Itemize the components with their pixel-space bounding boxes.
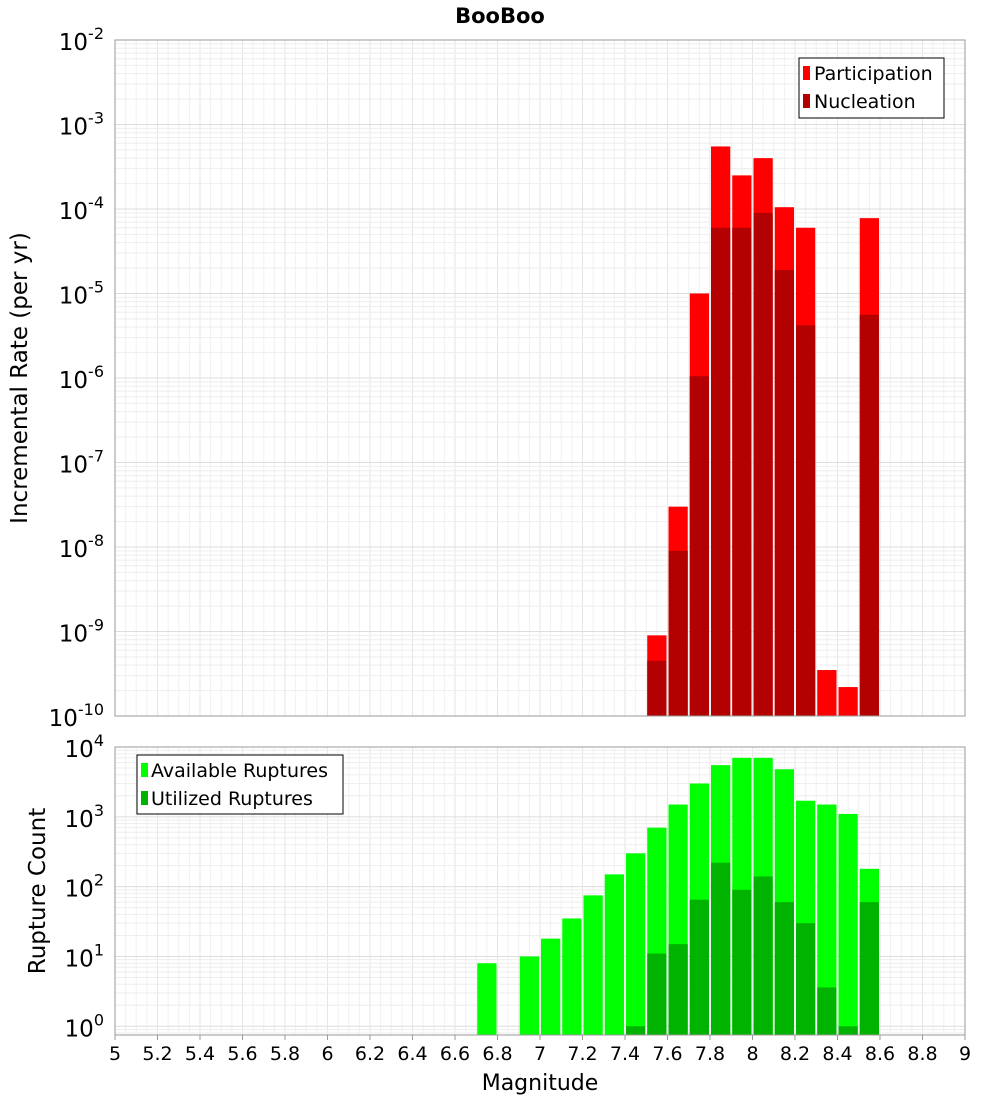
y-tick-label: 10-9 [59,616,104,648]
count-bar-b [753,876,773,1035]
count-bar-b [668,944,688,1035]
count-plot: 100 101 102 103 104 5 5.2 5.4 5.6 5.8 6 6.2 6.4 6.6 6… [25,731,971,1096]
legend-swatch-participation [803,66,810,80]
legend-label-nucleation: Nucleation [814,91,916,113]
rate-plot-bars [647,146,879,717]
count-bar-a [604,874,624,1035]
rate-plot-legend-box [798,57,945,119]
count-bar-a [562,918,582,1035]
x-tick-label: 7.8 [695,1043,725,1065]
rate-bar-a [838,687,858,716]
rate-bar-b [732,227,752,716]
count-bar-b [711,862,731,1035]
y-tick-label: 10-5 [59,278,104,310]
count-bar-b [774,902,794,1035]
x-tick-label: 9 [959,1043,971,1065]
legend-label-participation: Participation [814,63,933,85]
count-bar-b [732,889,752,1035]
count-bar-b [689,899,709,1035]
x-tick-label: 6.2 [355,1043,385,1065]
y-tick-label: 10-2 [59,24,104,56]
y-tick-label: 10-8 [59,531,104,563]
count-bar-a [541,938,561,1035]
count-bar-b [817,987,837,1035]
rate-bar-b [668,550,688,716]
y-tick-label: 10-4 [59,193,104,225]
y-tick-label: 10-10 [49,700,104,732]
count-plot-y-tick-labels: 100 101 102 103 104 [65,731,104,1042]
count-bar-a [838,813,858,1035]
y-tick-label: 10-3 [59,109,104,141]
chart-title: BooBoo [455,4,545,28]
x-tick-label: 7 [534,1043,546,1065]
count-bar-a [817,804,837,1035]
count-bar-b [859,902,879,1035]
rate-bar-b [689,376,709,716]
count-bar-b [626,1026,646,1035]
x-tick-label: 5.6 [227,1043,257,1065]
x-axis-label: Magnitude [482,1071,599,1096]
y-tick-label: 102 [65,871,104,903]
rate-plot-y-axis-label: Incremental Rate (per yr) [7,232,33,524]
count-bar-a [519,956,539,1035]
rate-bar-a [817,670,837,716]
rate-bar-b [859,314,879,716]
y-tick-label: 103 [65,801,104,833]
x-tick-label: 7.4 [610,1043,640,1065]
x-tick-label: 5.2 [142,1043,172,1065]
x-tick-label: 6.8 [482,1043,512,1065]
legend-swatch-nucleation [803,94,810,108]
count-bar-a [583,895,603,1035]
y-tick-label: 100 [65,1010,104,1042]
count-plot-legend-box [136,754,344,815]
legend-swatch-utilized [141,791,148,805]
y-tick-label: 10-7 [59,447,104,479]
y-tick-label: 10-6 [59,362,104,394]
rate-bar-b [711,227,731,716]
rate-bar-b [774,269,794,716]
legend-label-utilized: Utilized Ruptures [151,788,313,810]
x-tick-label: 8.8 [907,1043,937,1065]
count-plot-legend: Available Ruptures Utilized Ruptures [136,754,344,815]
rate-plot-y-tick-labels: 10-10 10-9 10-8 10-7 10-6 10-5 10-4 10-3 10-2 [49,24,104,732]
y-tick-label: 104 [65,731,104,763]
rate-plot: 10-10 10-9 10-8 10-7 10-6 10-5 10-4 10-3 10-2 In… [7,24,966,732]
legend-swatch-available [141,763,148,777]
rate-plot-grid [114,39,966,717]
rate-bar-b [753,212,773,716]
rate-bar-b [796,325,816,716]
x-tick-label: 8 [746,1043,758,1065]
x-tick-label: 5 [109,1043,121,1065]
legend-label-available: Available Ruptures [151,760,328,782]
x-tick-label: 8.4 [822,1043,852,1065]
x-tick-label: 6 [321,1043,333,1065]
x-tick-label: 5.4 [185,1043,215,1065]
x-tick-label: 5.8 [270,1043,300,1065]
count-plot-bars [477,757,879,1035]
x-tick-label: 6.4 [397,1043,427,1065]
count-plot-x-tick-labels: 5 5.2 5.4 5.6 5.8 6 6.2 6.4 6.6 6.8 7 7.2 7.4 7.6 7.8 8… [109,1035,971,1065]
rate-plot-frame [114,39,966,717]
x-tick-label: 7.2 [567,1043,597,1065]
x-tick-label: 6.6 [440,1043,470,1065]
x-tick-label: 7.6 [652,1043,682,1065]
x-tick-label: 8.2 [780,1043,810,1065]
count-bar-b [796,923,816,1035]
count-bar-b [647,953,667,1035]
count-bar-b [838,1026,858,1035]
rate-bar-b [647,660,667,716]
rate-plot-legend: Participation Nucleation [798,57,945,119]
y-tick-label: 101 [65,940,104,972]
x-tick-label: 8.6 [865,1043,895,1065]
count-bar-a [477,963,497,1035]
count-plot-y-axis-label: Rupture Count [25,808,51,974]
count-bar-a [626,853,646,1035]
